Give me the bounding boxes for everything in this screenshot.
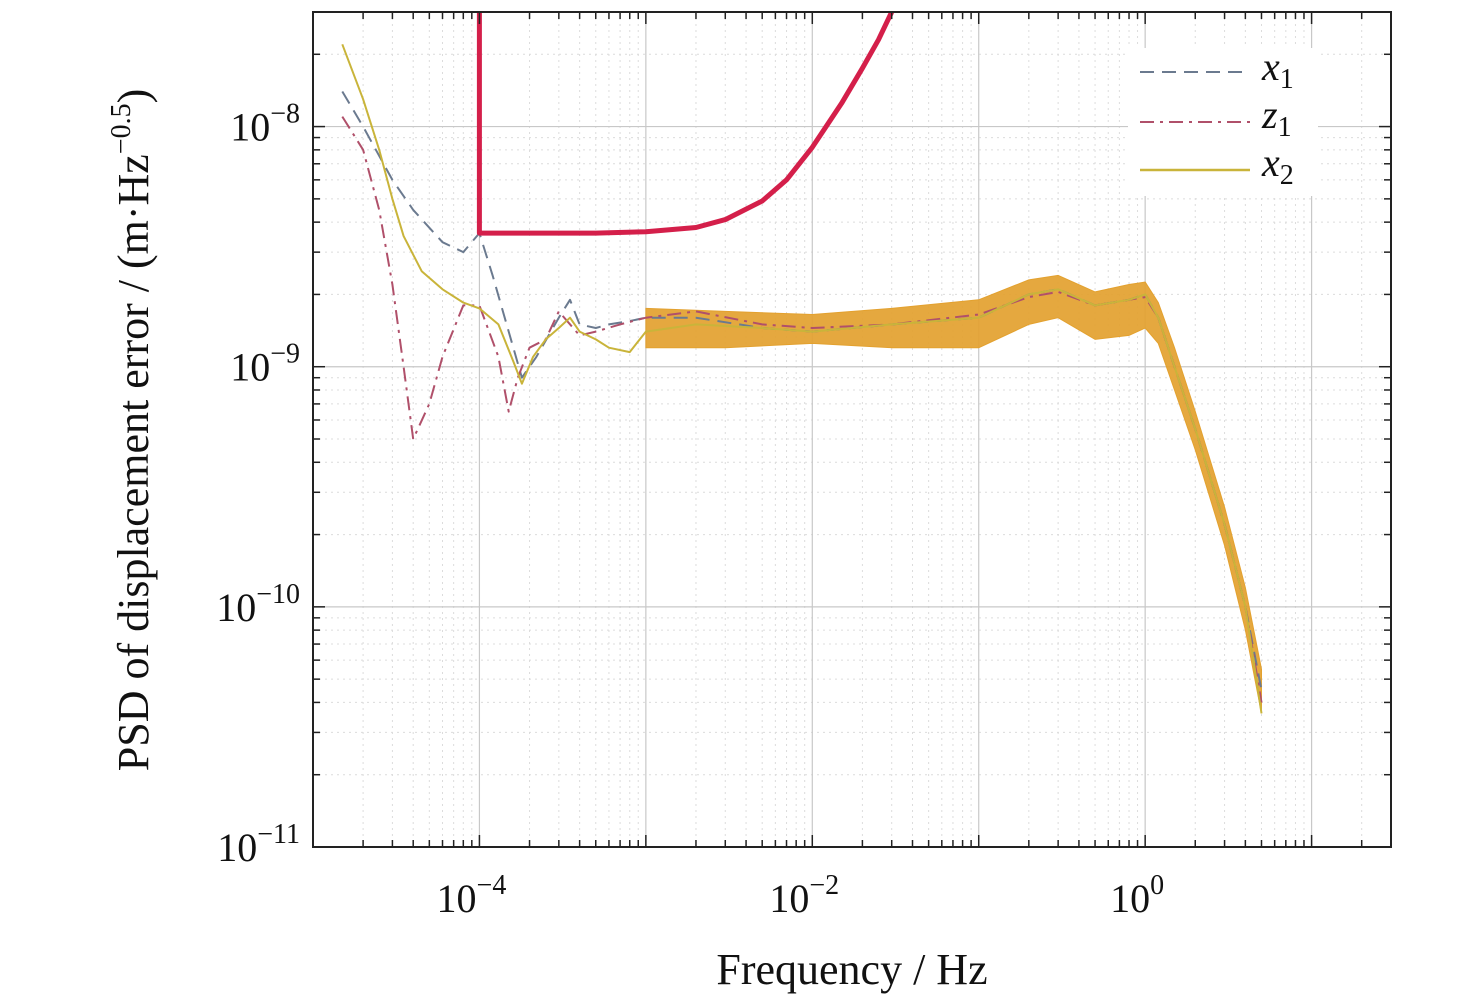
legend-sub-x1: 1 <box>1280 64 1294 95</box>
noise-band <box>645 274 1262 714</box>
band-layer <box>645 274 1262 714</box>
y-tick-label: 10−11 <box>217 819 300 870</box>
legend-label-x2: x2 <box>1261 140 1294 191</box>
y-tick-label-exp: −8 <box>270 99 300 130</box>
legend-label-z1: z1 <box>1261 92 1292 143</box>
x-tick-label: 100 <box>1110 870 1164 921</box>
x-axis-label: Frequency / Hz <box>716 945 987 994</box>
x-tick-label-exp: 0 <box>1150 870 1164 901</box>
legend-background <box>1128 48 1318 196</box>
y-tick-label: 10−8 <box>230 99 300 150</box>
x-tick-label: 10−2 <box>769 870 839 921</box>
y-axis-label-exp: −0.5 <box>106 103 137 154</box>
y-axis-label-main: PSD of displacement error / (m·Hz <box>109 154 158 771</box>
legend-entry-x1: x1 <box>1140 44 1294 95</box>
x-tick-label-exp: −4 <box>477 870 507 901</box>
legend-var-x2: x <box>1261 140 1280 185</box>
y-tick-label: 10−9 <box>230 339 300 390</box>
y-tick-label-exp: −11 <box>257 819 300 850</box>
x-tick-label: 10−4 <box>437 870 507 921</box>
y-tick-label-exp: −9 <box>270 339 300 370</box>
x-tick-label-base: 10 <box>437 876 477 921</box>
legend-label-x1: x1 <box>1261 44 1294 95</box>
y-tick-label-exp: −10 <box>256 579 300 610</box>
x-tick-labels: 10−4 10−2 100 <box>437 870 1165 921</box>
series-line-x2 <box>341 43 1263 714</box>
y-tick-label: 10−10 <box>216 579 300 630</box>
legend-var-x1: x <box>1261 44 1280 89</box>
legend-sub-z1: 1 <box>1278 112 1292 143</box>
y-axis-label-close: ) <box>109 89 158 104</box>
series-line-requirement <box>476 10 894 236</box>
y-tick-label-base: 10 <box>217 825 257 870</box>
x-tick-label-exp: −2 <box>809 870 839 901</box>
y-axis-label: PSD of displacement error / (m·Hz−0.5) <box>106 89 158 772</box>
legend-entry-x2: x2 <box>1140 140 1294 191</box>
plot-frame <box>312 11 1392 848</box>
x-tick-label-base: 10 <box>1110 876 1150 921</box>
series-layer <box>341 10 1263 714</box>
y-tick-label-base: 10 <box>230 105 270 150</box>
x-tick-label-base: 10 <box>769 876 809 921</box>
legend-entry-z1: z1 <box>1140 92 1292 143</box>
y-tick-label-base: 10 <box>230 345 270 390</box>
ticks-layer <box>312 11 1392 848</box>
y-tick-label-base: 10 <box>216 585 256 630</box>
legend: x1 z1 x2 <box>1128 44 1318 196</box>
legend-sub-x2: 2 <box>1280 160 1294 191</box>
legend-var-z1: z <box>1261 92 1278 137</box>
